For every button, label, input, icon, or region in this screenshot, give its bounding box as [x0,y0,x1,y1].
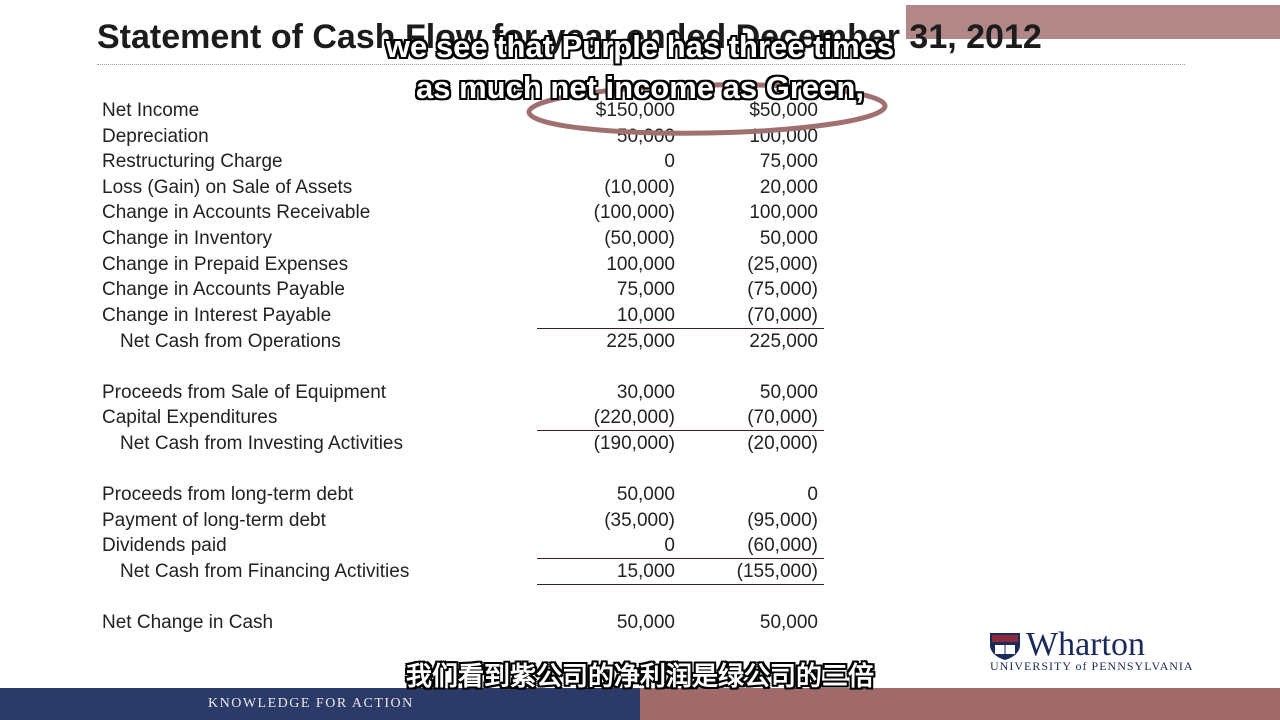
green-value: 50,000 [759,228,818,249]
purple-value: 10,000 [616,305,675,326]
table-row: Dividends paid 0 (60,000) [102,533,832,558]
table-row: Change in Interest Payable 10,000 (70,00… [102,303,832,328]
table-row: Change in Inventory (50,000) 50,000 [102,226,832,251]
green-value: 50,000 [759,612,818,633]
logo-subtitle: UNIVERSITY of PENNSYLVANIA [990,659,1194,673]
row-label: Dividends paid [102,535,227,556]
footer-tagline: KNOWLEDGE FOR ACTION [208,696,414,711]
logo-wordmark: Wharton [1026,626,1145,663]
green-value: (70,000) [747,407,818,428]
green-value: 0 [807,484,818,505]
table-row: Change in Accounts Receivable (100,000) … [102,200,832,225]
table-row: Change in Accounts Payable 75,000 (75,00… [102,277,832,302]
green-value: $50,000 [749,100,818,121]
row-label: Net Cash from Operations [120,331,341,352]
footer-bar-right [640,688,1280,720]
green-value: 50,000 [759,382,818,403]
purple-value: (35,000) [604,510,675,531]
purple-value: 0 [664,151,675,172]
table-row: Net Change in Cash 50,000 50,000 [102,610,832,635]
purple-value: (10,000) [604,177,675,198]
row-label: Net Change in Cash [102,612,274,633]
purple-value: $150,000 [595,100,675,121]
net-income-highlight-ellipse [526,82,888,136]
row-label: Net Income [102,100,200,121]
purple-value: 15,000 [616,561,675,582]
green-value: (20,000) [747,433,818,454]
row-label: Change in Interest Payable [102,305,332,326]
purple-value: 75,000 [616,279,675,300]
purple-value: 50,000 [616,484,675,505]
purple-value: (100,000) [593,202,675,223]
table-row: Net Cash from Operations 225,000 225,000 [102,329,832,354]
green-value: (95,000) [747,510,818,531]
row-label: Change in Inventory [102,228,273,249]
row-label: Change in Prepaid Expenses [102,254,349,275]
table-row: Net Cash from Investing Activities (190,… [102,431,832,456]
row-label: Loss (Gain) on Sale of Assets [102,177,353,198]
row-label: Net Cash from Investing Activities [120,433,403,454]
purple-value: 100,000 [606,254,675,275]
slide-title: Statement of Cash Flow for year ended De… [97,18,1042,56]
table-row: Capital Expenditures (220,000) (70,000) [102,405,832,430]
row-label: Depreciation [102,126,209,147]
subtitle-caption-english-line2: as much net income as Green, [416,70,864,105]
purple-value: 30,000 [616,382,675,403]
purple-value: 50,000 [616,612,675,633]
green-value: (25,000) [747,254,818,275]
row-label: Net Cash from Financing Activities [120,561,410,582]
green-value: 100,000 [749,202,818,223]
row-label: Payment of long-term debt [102,510,326,531]
penn-shield-icon [990,633,1020,660]
green-value: (70,000) [747,305,818,326]
green-value: (155,000) [736,561,818,582]
table-row: Proceeds from long-term debt 50,000 0 [102,482,832,507]
green-value: 75,000 [759,151,818,172]
table-row: Net Cash from Financing Activities 15,00… [102,559,832,584]
subtotal-rule [537,558,824,559]
row-label: Proceeds from Sale of Equipment [102,382,387,403]
purple-value: (190,000) [593,433,675,454]
subtitle-caption-english-line1: we see that Purple has three times [385,29,895,64]
top-accent-band [906,5,1280,39]
table-row: Net Income $150,000 $50,000 [102,98,832,123]
subtotal-rule [537,430,824,431]
table-row: Payment of long-term debt (35,000) (95,0… [102,508,832,533]
row-label: Change in Accounts Payable [102,279,345,300]
table-row: Change in Prepaid Expenses 100,000 (25,0… [102,252,832,277]
purple-value: (50,000) [604,228,675,249]
row-label: Change in Accounts Receivable [102,202,371,223]
table-row: Restructuring Charge 0 75,000 [102,149,832,174]
purple-value: (220,000) [593,407,675,428]
total-rule [537,584,824,585]
row-label: Restructuring Charge [102,151,283,172]
table-row: Loss (Gain) on Sale of Assets (10,000) 2… [102,175,832,200]
title-divider [97,64,1185,65]
subtitle-caption-chinese: 我们看到紫公司的净利润是绿公司的三倍 [405,661,874,691]
purple-value: 0 [664,535,675,556]
green-value: (75,000) [747,279,818,300]
green-value: 225,000 [749,331,818,352]
table-row: Proceeds from Sale of Equipment 30,000 5… [102,380,832,405]
green-value: 20,000 [759,177,818,198]
purple-value: 225,000 [606,331,675,352]
row-label: Proceeds from long-term debt [102,484,354,505]
green-value: (60,000) [747,535,818,556]
subtotal-rule [537,328,824,329]
wharton-logo: Wharton UNIVERSITY of PENNSYLVANIA [988,627,1193,673]
footer-bar-left: KNOWLEDGE FOR ACTION [0,688,640,720]
row-label: Capital Expenditures [102,407,278,428]
